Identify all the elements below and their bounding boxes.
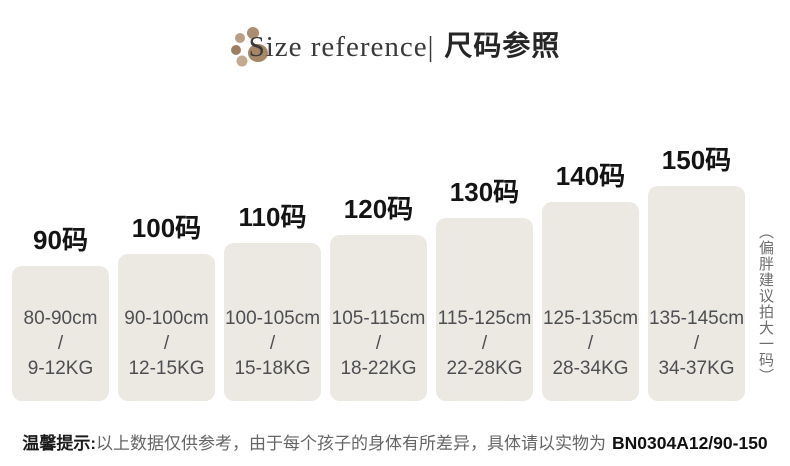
height-range: 115-125cm <box>437 308 532 329</box>
size-range: 115-125cm / 22-28KG <box>436 306 533 381</box>
height-range: 100-105cm <box>224 308 321 329</box>
range-divider: / <box>375 333 382 354</box>
size-column-100: 100码 90-100cm / 12-15KG <box>118 208 215 401</box>
size-column-130: 130码 115-125cm / 22-28KG <box>436 172 533 401</box>
weight-range: 34-37KG <box>658 358 735 379</box>
size-column-110: 110码 100-105cm / 15-18KG <box>224 197 321 401</box>
range-divider: / <box>163 333 170 354</box>
size-range: 125-135cm / 28-34KG <box>542 306 639 381</box>
side-note-vertical: （偏胖建议拍大一码） <box>757 224 774 384</box>
weight-range: 12-15KG <box>128 358 205 379</box>
size-bar: 80-90cm / 9-12KG <box>12 266 109 401</box>
range-divider: / <box>587 333 594 354</box>
tip-body: 以上数据仅供参考，由于每个孩子的身体有所差异，具体请以实物为 <box>96 434 606 453</box>
size-column-150: 150码 135-145cm / 34-37KG <box>648 140 745 401</box>
height-range: 80-90cm <box>23 308 98 329</box>
range-divider: / <box>57 333 64 354</box>
height-range: 90-100cm <box>124 308 209 329</box>
size-range: 80-90cm / 9-12KG <box>12 306 109 381</box>
weight-range: 22-28KG <box>446 358 523 379</box>
paw-print-icon <box>230 24 276 70</box>
range-divider: / <box>693 333 700 354</box>
size-label: 100码 <box>131 213 202 243</box>
title-latin: Size reference| <box>248 31 435 63</box>
weight-range: 18-22KG <box>340 358 417 379</box>
range-divider: / <box>269 333 276 354</box>
size-label: 140码 <box>555 161 626 191</box>
page-title: Size reference| 尺码参照 <box>0 24 790 67</box>
size-bar: 90-100cm / 12-15KG <box>118 254 215 401</box>
size-range: 105-115cm / 18-22KG <box>330 306 427 381</box>
size-bar: 100-105cm / 15-18KG <box>224 243 321 401</box>
size-range: 90-100cm / 12-15KG <box>118 306 215 381</box>
size-bar: 135-145cm / 34-37KG <box>648 186 745 401</box>
size-column-90: 90码 80-90cm / 9-12KG <box>12 220 109 401</box>
size-label: 120码 <box>343 194 414 224</box>
size-label: 150码 <box>661 145 732 175</box>
size-bar: 125-135cm / 28-34KG <box>542 202 639 401</box>
height-range: 125-135cm <box>542 308 639 329</box>
tip-label: 温馨提示: <box>22 434 96 453</box>
size-column-140: 140码 125-135cm / 28-34KG <box>542 156 639 401</box>
range-divider: / <box>481 333 488 354</box>
size-bar: 105-115cm / 18-22KG <box>330 235 427 401</box>
weight-range: 28-34KG <box>552 358 629 379</box>
size-label: 130码 <box>449 177 520 207</box>
height-range: 135-145cm <box>648 308 745 329</box>
size-label: 110码 <box>238 202 307 232</box>
weight-range: 9-12KG <box>27 358 94 379</box>
height-range: 105-115cm <box>331 308 426 329</box>
size-range: 135-145cm / 34-37KG <box>648 306 745 381</box>
footer-tip: 温馨提示:以上数据仅供参考，由于每个孩子的身体有所差异，具体请以实物为 BN030… <box>0 429 790 454</box>
size-column-120: 120码 105-115cm / 18-22KG <box>330 189 427 401</box>
product-code: BN0304A12/90-150 <box>612 433 768 453</box>
title-cjk: 尺码参照 <box>444 30 561 61</box>
size-range: 100-105cm / 15-18KG <box>224 306 321 381</box>
weight-range: 15-18KG <box>234 358 311 379</box>
size-bar: 115-125cm / 22-28KG <box>436 218 533 401</box>
size-chart: 90码 80-90cm / 9-12KG 100码 90-100cm / 12-… <box>12 144 745 401</box>
size-label: 90码 <box>33 225 88 255</box>
